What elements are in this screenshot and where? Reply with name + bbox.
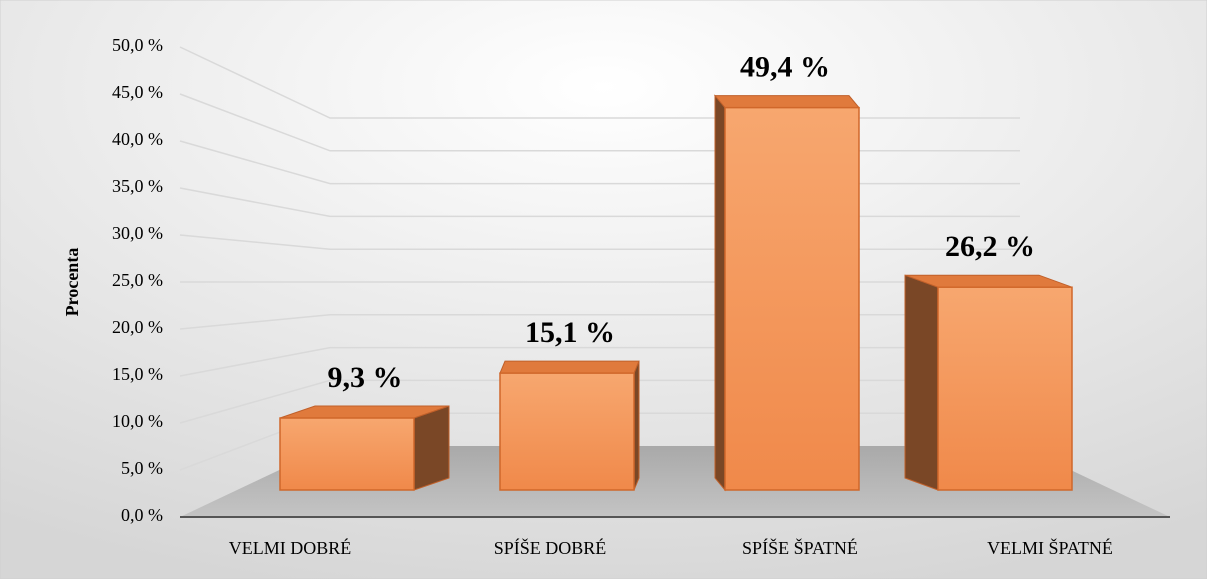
value-label: 26,2 %: [945, 230, 1035, 263]
value-label: 49,4 %: [740, 51, 830, 84]
y-tick-label: 25,0 %: [112, 270, 163, 290]
bar-side: [413, 405, 450, 491]
y-tick-label: 45,0 %: [112, 82, 163, 102]
bar-side: [904, 274, 939, 491]
x-tick-label: SPÍŠE ŠPATNÉ: [742, 537, 858, 558]
y-tick-label: 10,0 %: [112, 411, 163, 431]
y-tick-label: 0,0 %: [121, 505, 163, 525]
x-tick-label: VELMI ŠPATNÉ: [987, 537, 1113, 558]
x-tick-label: SPÍŠE DOBRÉ: [494, 537, 607, 558]
y-tick-label: 40,0 %: [112, 129, 163, 149]
value-label: 9,3 %: [328, 361, 403, 394]
bar: [937, 286, 1073, 491]
y-tick-label: 5,0 %: [121, 458, 163, 478]
y-tick-label: 30,0 %: [112, 223, 163, 243]
y-axis-title: Procenta: [62, 248, 82, 317]
x-tick-label: VELMI DOBRÉ: [229, 537, 352, 558]
bar-top: [713, 95, 861, 109]
y-tick-label: 15,0 %: [112, 364, 163, 384]
bar: [499, 372, 635, 491]
bar-side: [714, 94, 726, 492]
y-tick-label: 35,0 %: [112, 176, 163, 196]
y-tick-label: 50,0 %: [112, 35, 163, 55]
bar: [279, 417, 415, 491]
y-tick-label: 20,0 %: [112, 317, 163, 337]
value-label: 15,1 %: [525, 316, 615, 349]
bar: [724, 106, 860, 491]
bar-top: [499, 360, 640, 374]
